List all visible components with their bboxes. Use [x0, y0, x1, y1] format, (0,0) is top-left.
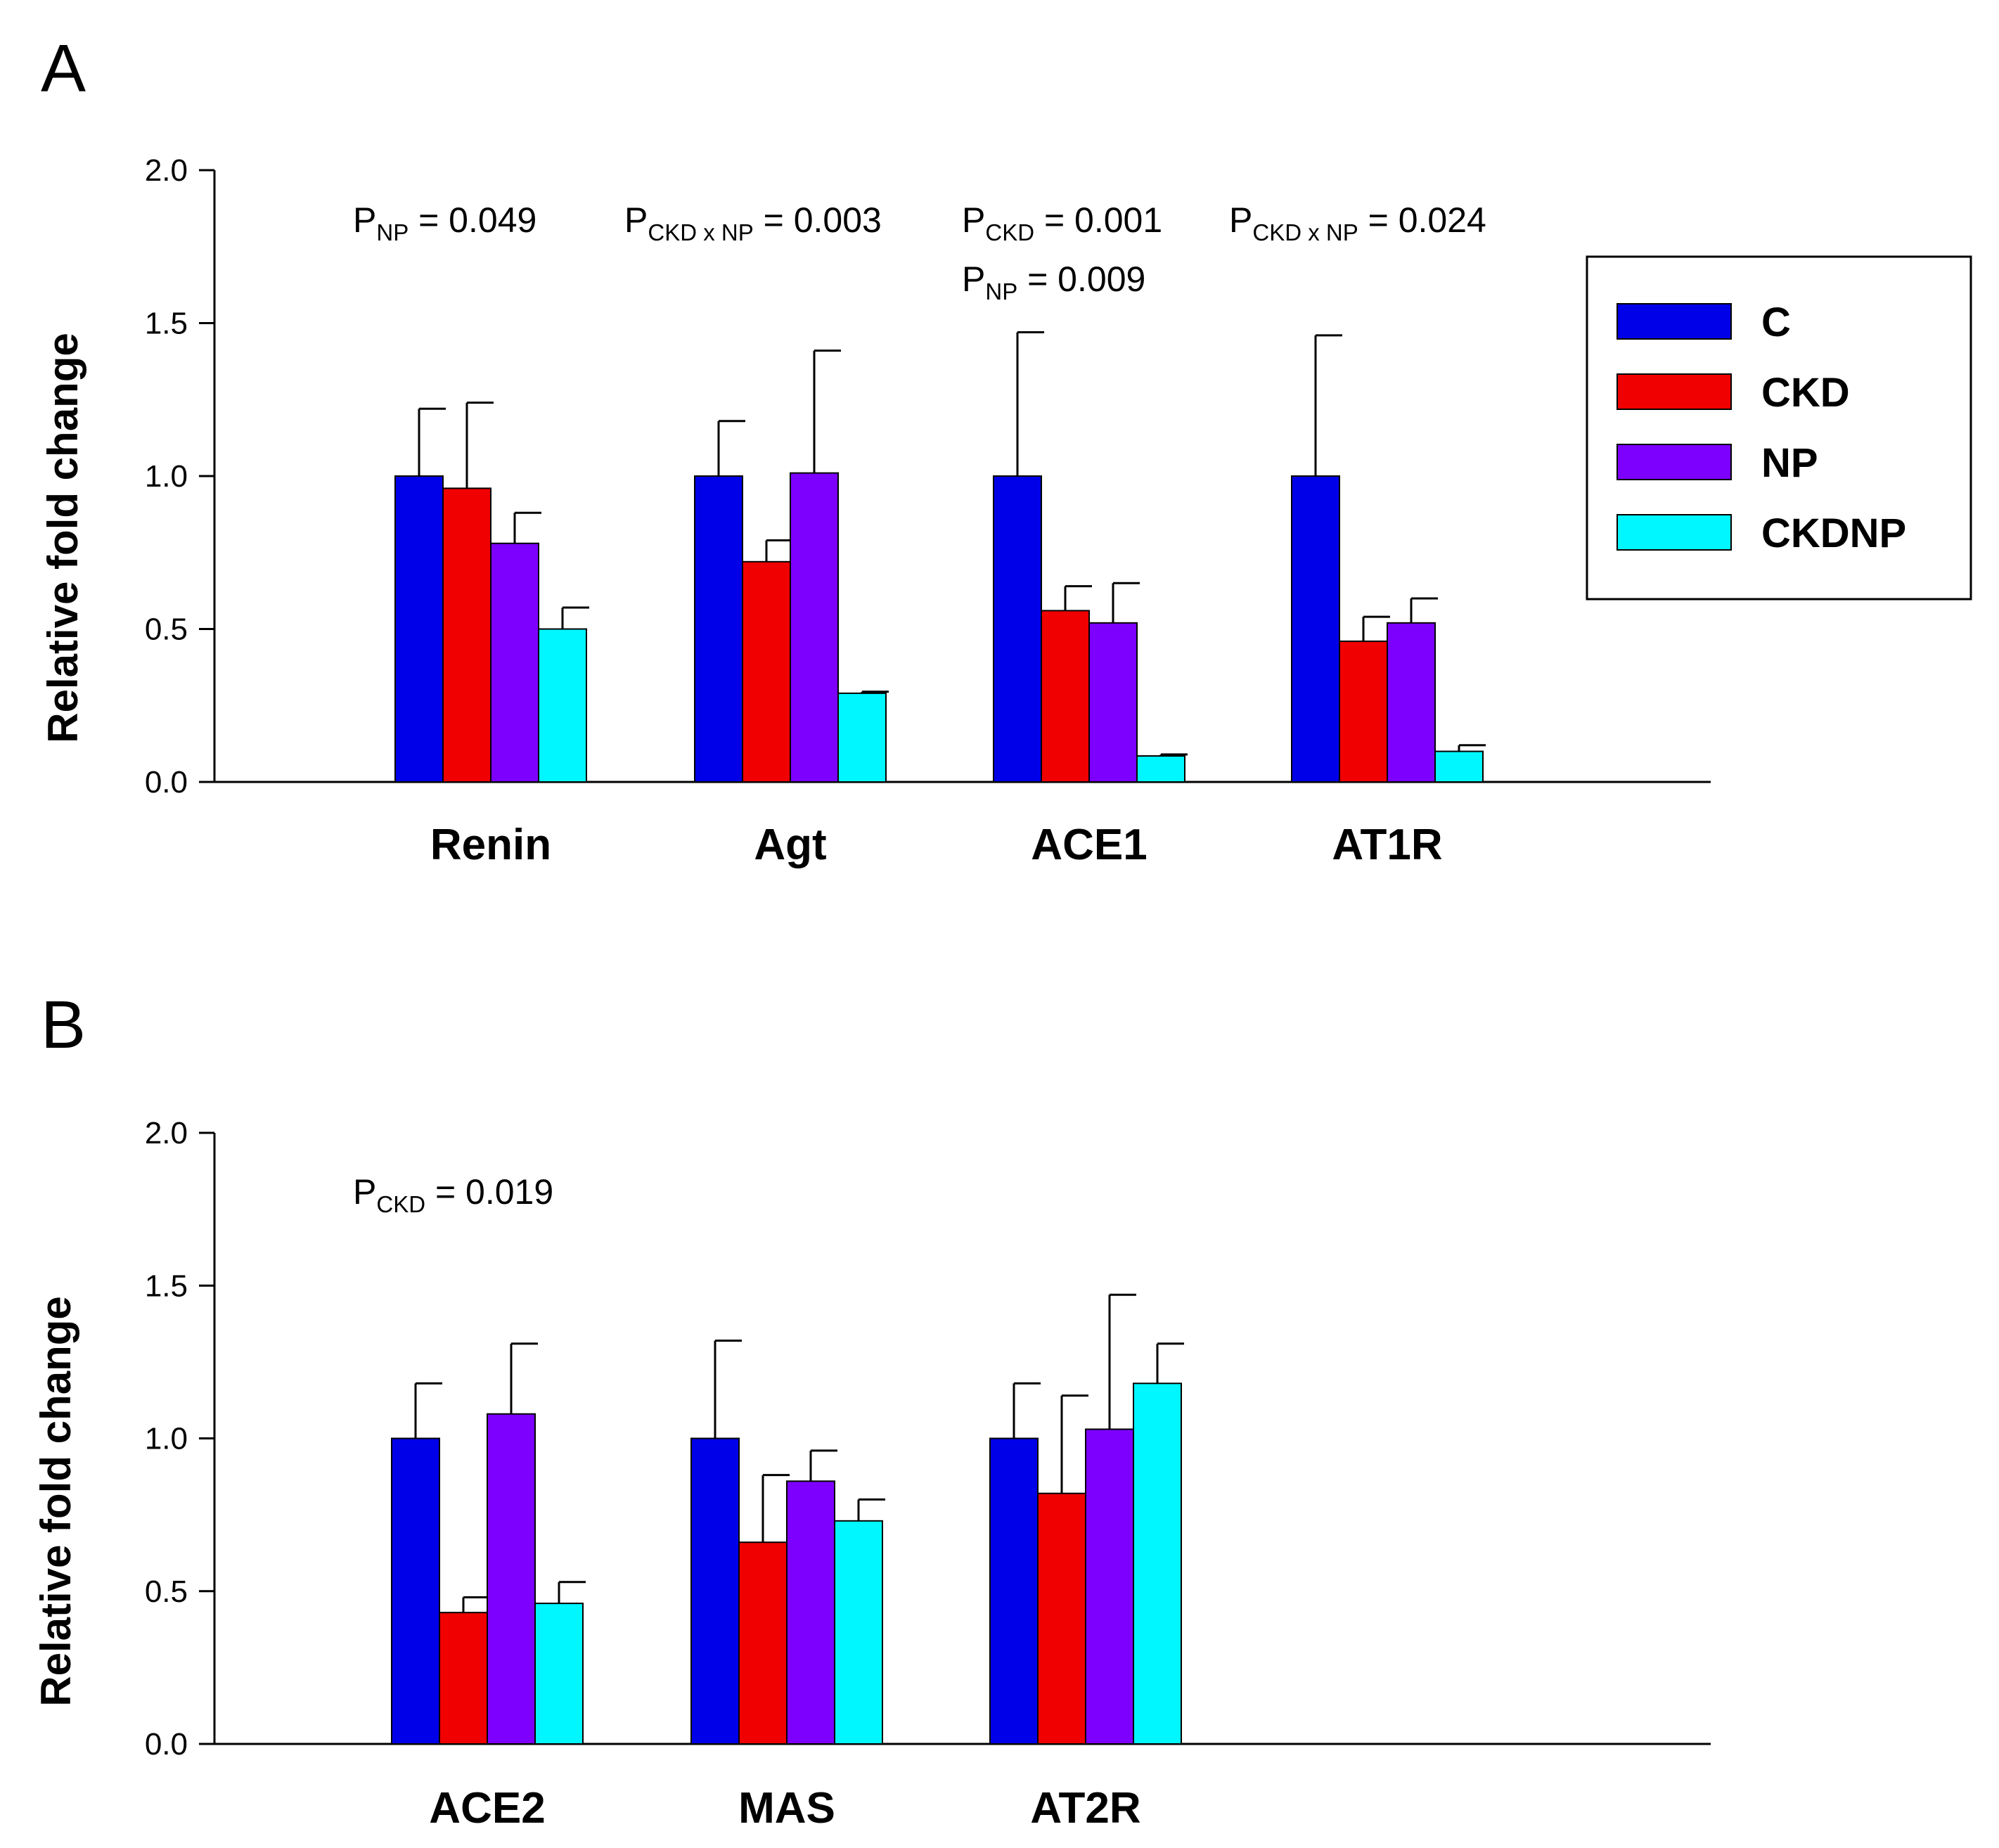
- panel-b-bar-at2r-c: [989, 1437, 1039, 1745]
- panel-a-plot-area: 0.0 0.5 1.0 1.5 2.0 Renin Agt ACE1 AT1R: [145, 153, 1711, 869]
- panel-a-bar-agt-c: [694, 475, 743, 783]
- panel-a-bar-at1r-c: [1291, 475, 1340, 783]
- panel-b-plot-area: 0.0 0.5 1.0 1.5 2.0 ACE2 MAS AT2R: [145, 1116, 1711, 1833]
- panel-b-y-tick-label: 1.5: [145, 1269, 188, 1303]
- panel-a-category-label-ace1: ACE1: [1031, 821, 1147, 869]
- panel-b-bar-ace2-c: [391, 1437, 440, 1745]
- legend-label-C: C: [1761, 300, 1791, 345]
- panel-b-bar-at2r-ckdnp: [1133, 1382, 1182, 1745]
- panel-a-ylabel: Relative fold change: [39, 333, 86, 743]
- panel-a-annotation-5: PCKD x NP = 0.024: [1229, 200, 1486, 245]
- panel-b-bar-at2r-ckd: [1037, 1492, 1086, 1745]
- panel-b-bar-ace2-np: [487, 1413, 536, 1745]
- panel-a-category-label-agt: Agt: [754, 821, 826, 869]
- panel-b-bar-ace2-ckdnp: [534, 1603, 584, 1745]
- panel-b-bar-mas-c: [690, 1437, 740, 1745]
- panel-b-y-tick-label: 2.0: [145, 1116, 188, 1150]
- legend-swatch-CKDNP: [1616, 514, 1732, 551]
- panel-b-letter: B: [41, 987, 86, 1063]
- panel-a-category-label-renin: Renin: [430, 821, 551, 869]
- panel-a-bar-agt-ckd: [742, 560, 791, 783]
- panel-a-bar-at1r-ckd: [1339, 640, 1388, 783]
- panel-a-y-tick-label: 0.5: [145, 612, 188, 647]
- legend-swatch-CKD: [1616, 373, 1732, 410]
- panel-b-bar-mas-ckdnp: [834, 1520, 883, 1745]
- panel-a-bar-renin-ckdnp: [538, 628, 587, 783]
- panel-a-bar-ace1-ckd: [1041, 610, 1090, 783]
- panel-a-bar-ace1-c: [993, 475, 1042, 783]
- legend: C CKD NP CKDNP: [1586, 255, 1972, 601]
- panel-b-y-tick-label: 0.0: [145, 1727, 188, 1762]
- legend-swatch-NP: [1616, 444, 1732, 480]
- panel-b-ylabel: Relative fold change: [32, 1296, 79, 1706]
- panel-a-y-tick-label: 1.5: [145, 307, 188, 341]
- panel-a-annotation-2: PCKD x NP = 0.003: [624, 200, 882, 245]
- panel-b-bar-mas-ckd: [738, 1541, 788, 1745]
- panel-a-bar-agt-np: [790, 472, 839, 783]
- panel-a-y-tick-label: 2.0: [145, 153, 188, 188]
- panel-a-bar-ace1-ckdnp: [1136, 755, 1185, 783]
- panel-b-category-label-at2r: AT2R: [1030, 1784, 1140, 1833]
- panel-a-bar-renin-c: [394, 475, 444, 783]
- panel-b-bar-mas-np: [786, 1480, 835, 1745]
- panel-a-letter: A: [41, 31, 86, 106]
- panel-a-annotation-3: PCKD = 0.001: [962, 200, 1162, 245]
- legend-label-CKD: CKD: [1761, 370, 1850, 416]
- panel-a-bar-agt-ckdnp: [837, 692, 887, 783]
- panel-a-bar-at1r-np: [1387, 622, 1436, 783]
- panel-b-y-tick-label: 0.5: [145, 1574, 188, 1609]
- panel-a-bar-at1r-ckdnp: [1434, 750, 1484, 783]
- panel-b-category-label-ace2: ACE2: [429, 1784, 545, 1833]
- panel-a-annotation-1: PNP = 0.049: [353, 200, 536, 245]
- panel-a-bar-renin-ckd: [442, 487, 491, 783]
- panel-a-annotation-4: PNP = 0.009: [962, 259, 1145, 304]
- panel-b: B 0.0 0.5 1.0 1.5 2.0 ACE2 MAS AT2R Relative fo…: [32, 987, 1711, 1833]
- legend-label-CKDNP: CKDNP: [1761, 511, 1906, 556]
- panel-a-bar-ace1-np: [1088, 622, 1138, 783]
- panel-a-category-label-at1r: AT1R: [1332, 821, 1442, 869]
- panel-b-category-label-mas: MAS: [738, 1784, 835, 1833]
- panel-b-y-tick-label: 1.0: [145, 1422, 188, 1456]
- panel-b-bar-at2r-np: [1085, 1428, 1134, 1745]
- panel-a-bar-renin-np: [490, 542, 539, 783]
- panel-a-y-tick-label: 1.0: [145, 459, 188, 494]
- legend-label-NP: NP: [1761, 440, 1818, 486]
- legend-swatch-C: [1616, 303, 1732, 340]
- panel-b-bar-ace2-ckd: [439, 1612, 488, 1745]
- panel-b-annotation-1: PCKD = 0.019: [353, 1172, 553, 1217]
- panel-a-y-tick-label: 0.0: [145, 765, 188, 800]
- panel-a: A 0.0 0.5 1.0 1.5 2.0 Renin Agt ACE1 AT1R Relati…: [39, 31, 1972, 869]
